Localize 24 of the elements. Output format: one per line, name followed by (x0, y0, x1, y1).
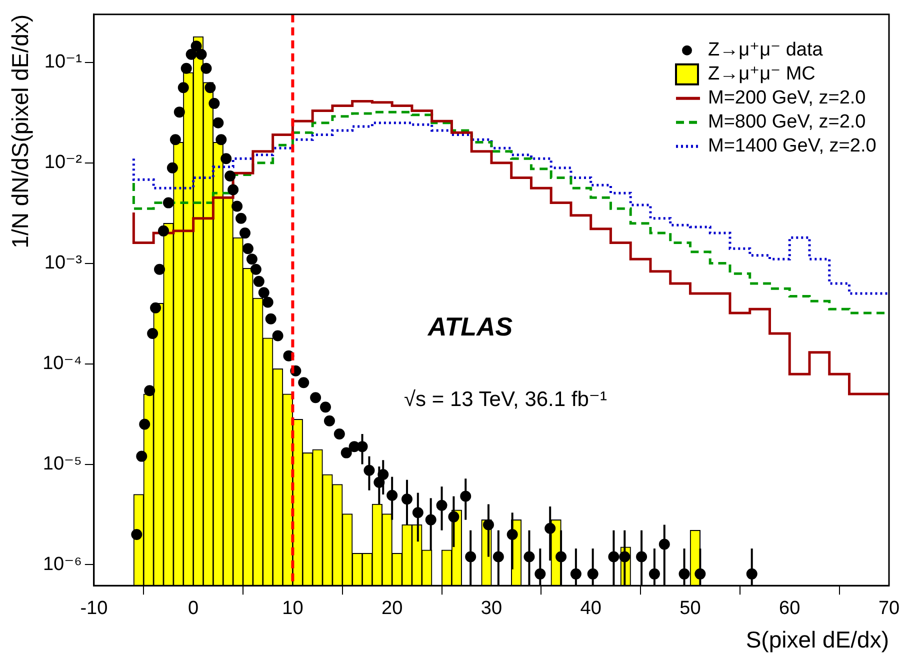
x-axis-title: S(pixel dE/dx) (746, 626, 889, 653)
x-tick-label: 30 (480, 598, 502, 620)
x-tick-label: 20 (382, 598, 403, 620)
y-tick-label: 10⁻⁶ (42, 554, 82, 575)
x-tick-label: 60 (779, 598, 800, 620)
y-tick-label: 10⁻⁴ (42, 353, 82, 374)
legend-label: M=800 GeV, z=2.0 (708, 112, 866, 133)
annotation: ATLAS (426, 312, 514, 342)
legend-label: M=200 GeV, z=2.0 (708, 88, 866, 109)
x-tick-label: 70 (878, 598, 900, 620)
x-tick-label: 50 (680, 598, 701, 620)
x-tick-label: -10 (80, 598, 108, 620)
legend-label: M=1400 GeV, z=2.0 (708, 136, 876, 157)
y-tick-label: 10⁻⁵ (42, 453, 82, 474)
annotation: √s = 13 TeV, 36.1 fb⁻¹ (404, 388, 608, 411)
legend-label: Z→μ⁺μ⁻ MC (708, 64, 816, 85)
y-tick-label: 10⁻³ (44, 252, 82, 274)
x-tick-label: 0 (188, 598, 199, 620)
legend-label: Z→μ⁺μ⁻ data (708, 40, 824, 61)
x-tick-label: 40 (580, 598, 602, 620)
x-tick-label: 10 (282, 598, 304, 620)
y-tick-label: 10⁻² (44, 152, 82, 174)
y-tick-label: 10⁻¹ (44, 52, 82, 73)
y-axis-title: 1/N dN/dS(pixel dE/dx) (7, 14, 34, 248)
